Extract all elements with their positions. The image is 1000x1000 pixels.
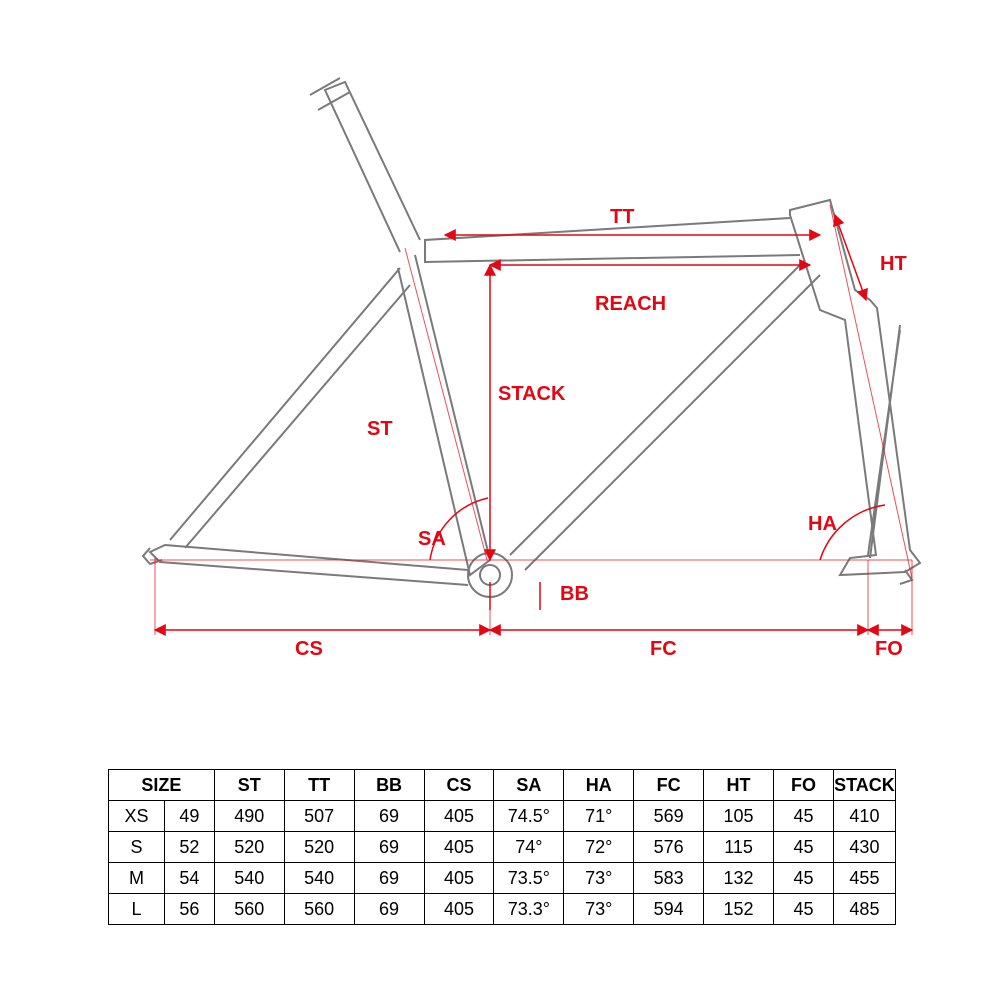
table-cell: S [109,832,165,863]
label-fc: FC [650,638,677,660]
bike-frame-diagram: TT HT REACH STACK ST SA HA BB CS FC FO [0,0,1000,720]
table-cell: 45 [774,894,834,925]
table-cell: 520 [214,832,284,863]
label-tt: TT [610,206,634,228]
table-header: SIZE [109,770,215,801]
table-cell: 74.5° [494,801,564,832]
table-cell: 45 [774,863,834,894]
table-cell: 455 [833,863,895,894]
label-cs: CS [295,638,323,660]
table-row: M545405406940573.5°73°58313245455 [109,863,896,894]
table-cell: 73° [564,863,634,894]
table-cell: 490 [214,801,284,832]
table-cell: 569 [634,801,704,832]
table-header: FO [774,770,834,801]
label-stack: STACK [498,383,566,405]
table-cell: 576 [634,832,704,863]
table-header: ST [214,770,284,801]
table-cell: 56 [164,894,214,925]
table-cell: 73° [564,894,634,925]
table-cell: 115 [704,832,774,863]
table-cell: 485 [833,894,895,925]
label-bb: BB [560,583,589,605]
table-cell: 560 [214,894,284,925]
table-cell: 74° [494,832,564,863]
table-row: XS494905076940574.5°71°56910545410 [109,801,896,832]
table-header: BB [354,770,424,801]
table-header: STACK [833,770,895,801]
table-cell: 430 [833,832,895,863]
table-cell: M [109,863,165,894]
table-cell: 405 [424,832,494,863]
table-cell: 45 [774,832,834,863]
table-cell: XS [109,801,165,832]
label-fo: FO [875,638,903,660]
table-cell: 73.5° [494,863,564,894]
table-header: CS [424,770,494,801]
table-cell: 69 [354,832,424,863]
table-header: SA [494,770,564,801]
table-header: HT [704,770,774,801]
frame-outline [143,78,920,597]
label-st: ST [367,418,393,440]
table-cell: 405 [424,894,494,925]
table-cell: 72° [564,832,634,863]
table-cell: 132 [704,863,774,894]
table-cell: 583 [634,863,704,894]
geometry-table: SIZESTTTBBCSSAHAFCHTFOSTACKXS49490507694… [108,769,896,925]
table-cell: 69 [354,863,424,894]
table-cell: 540 [284,863,354,894]
table-cell: 52 [164,832,214,863]
table-cell: 405 [424,863,494,894]
table-cell: L [109,894,165,925]
table-cell: 520 [284,832,354,863]
table-cell: 71° [564,801,634,832]
table-cell: 45 [774,801,834,832]
table-cell: 54 [164,863,214,894]
label-ha: HA [808,513,837,535]
table-header: TT [284,770,354,801]
table-cell: 73.3° [494,894,564,925]
table-row: S525205206940574°72°57611545430 [109,832,896,863]
table-cell: 105 [704,801,774,832]
table-cell: 540 [214,863,284,894]
table-header: HA [564,770,634,801]
table-cell: 507 [284,801,354,832]
table-cell: 49 [164,801,214,832]
table-cell: 69 [354,801,424,832]
label-ht: HT [880,253,907,275]
dimension-labels: TT HT REACH STACK ST SA HA BB CS FC FO [295,206,907,660]
table-cell: 405 [424,801,494,832]
table-cell: 594 [634,894,704,925]
bike-geometry-page: { "diagram":{ "type":"technical-diagram"… [0,0,1000,1000]
table-cell: 410 [833,801,895,832]
label-sa: SA [418,528,446,550]
label-reach: REACH [595,293,666,315]
table-cell: 69 [354,894,424,925]
table-cell: 560 [284,894,354,925]
table-row: L565605606940573.3°73°59415245485 [109,894,896,925]
table-cell: 152 [704,894,774,925]
table-header: FC [634,770,704,801]
